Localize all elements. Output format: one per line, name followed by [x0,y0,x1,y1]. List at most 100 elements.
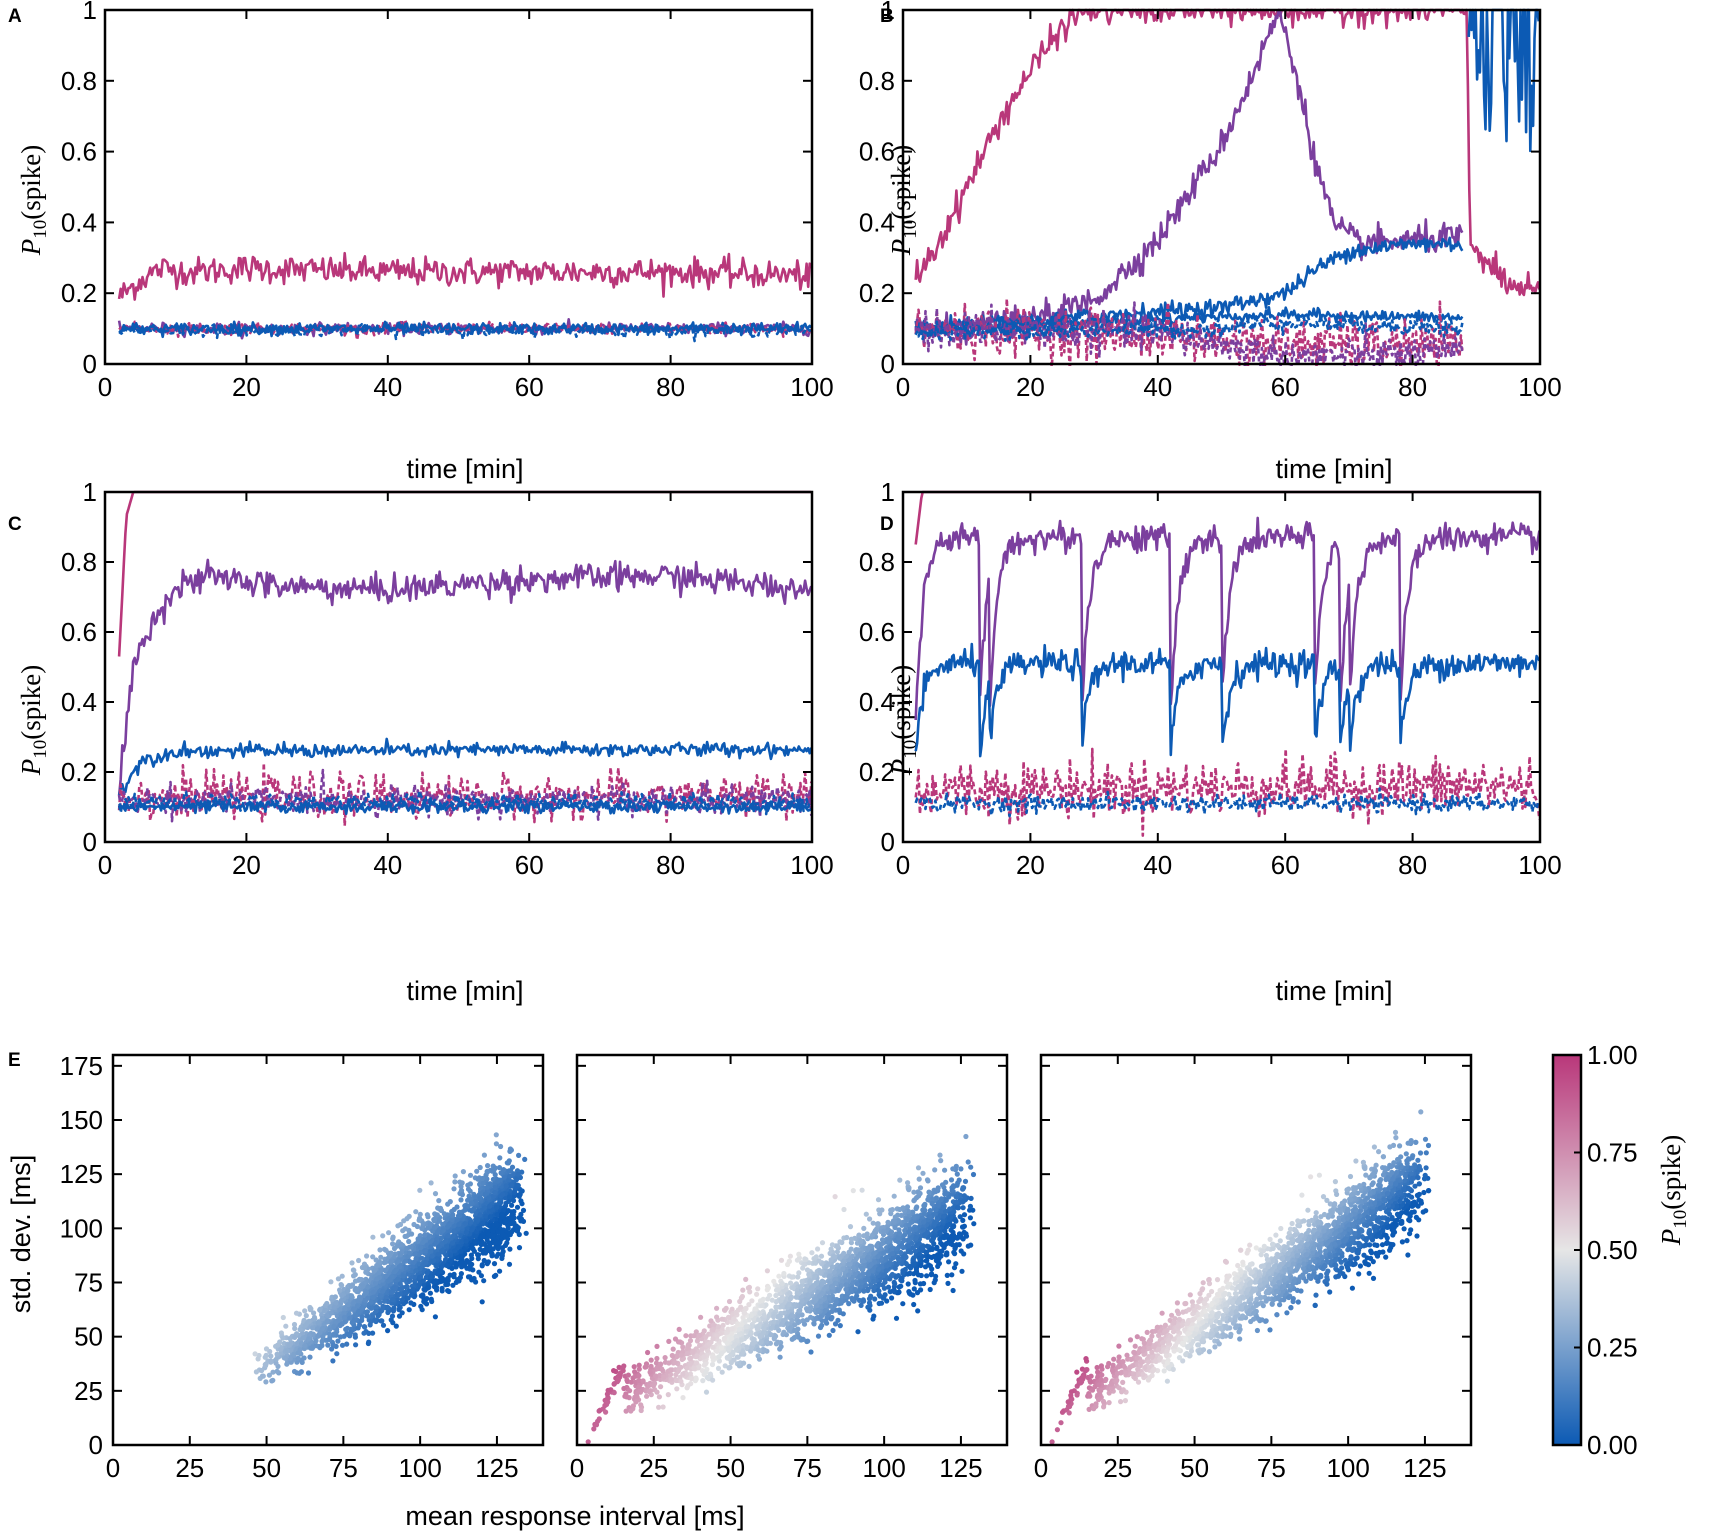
scatter-point [375,1313,381,1319]
scatter-point [510,1212,516,1218]
scatter-point [380,1322,387,1328]
scatter-point [255,1356,261,1362]
scatter-point [324,1300,330,1307]
scatter-point [674,1386,680,1392]
scatter-point [670,1346,676,1352]
scatter-point [946,1259,952,1265]
scatter-point [341,1314,347,1320]
scatter-point [832,1280,839,1286]
scatter-point [615,1377,621,1383]
scatter-point [621,1385,627,1392]
panel-c-ytick-label: 0 [83,827,97,857]
scatter-point [475,1252,481,1258]
scatter-point [895,1235,901,1241]
scatter-point [348,1283,354,1289]
panel-d-series-blue-dashed [914,787,1540,818]
scatter-point [295,1350,301,1356]
scatter-point [932,1227,939,1233]
scatter-point [701,1354,707,1360]
scatter-point [308,1306,314,1312]
panel-c-xtick-label: 80 [656,850,685,880]
scatter-point [891,1193,897,1199]
scatter-point [931,1241,937,1247]
scatter-point [895,1256,901,1262]
scatter-point [841,1250,847,1256]
panel-b-ylabel: P10(spike) [886,145,921,256]
scatter-point [338,1334,344,1340]
scatter-point [370,1254,376,1260]
scatter-point [495,1245,501,1251]
scatter-point [1332,1179,1338,1185]
scatter-point [787,1325,794,1331]
scatter-point [926,1213,933,1219]
scatter-point [731,1316,737,1322]
scatter-point [366,1339,372,1345]
scatter-point [893,1246,899,1252]
panel-letter-e: E [8,1050,21,1071]
scatter-point [620,1366,626,1372]
panel-d-ytick-label: 0 [881,827,895,857]
scatter-point [817,1314,823,1320]
scatter-point [919,1244,925,1251]
scatter-point [334,1351,340,1357]
panel-d-series-blue-solid [914,642,1540,758]
scatter-point [685,1345,691,1351]
scatter-point [418,1303,424,1309]
scatter-point [443,1238,449,1244]
scatter-point [351,1273,357,1279]
scatter-point [338,1297,345,1303]
scatter-point [423,1260,429,1266]
scatter-point [462,1207,468,1213]
scatter-point [929,1246,935,1252]
scatter-point [377,1299,383,1305]
scatter-point [921,1219,927,1225]
scatter-point [882,1292,888,1298]
scatter-point [467,1172,474,1178]
scatter-point [422,1232,428,1238]
scatter-point [954,1235,960,1241]
scatter-point [937,1152,943,1158]
scatter-point [962,1194,968,1200]
scatter-point [891,1218,897,1224]
scatter-point [374,1276,380,1282]
scatter-point [703,1334,709,1340]
scatter-point [846,1301,852,1307]
scatter-point [768,1332,774,1338]
scatter-point [705,1375,711,1381]
scatter-point [472,1239,478,1245]
scatter-point [907,1270,913,1276]
panel-a-series-blue-solid [118,320,812,339]
scatter-point [852,1286,858,1292]
scatter-point [771,1319,777,1325]
panel-e-left-xtick-label: 125 [475,1453,518,1483]
scatter-point [380,1288,386,1294]
scatter-point [955,1205,961,1211]
scatter-point [274,1368,280,1374]
scatter-point [268,1353,274,1359]
scatter-point [468,1252,474,1258]
scatter-point [516,1245,523,1251]
scatter-point [406,1238,412,1245]
scatter-point [330,1358,336,1364]
scatter-point [366,1330,372,1336]
scatter-point [787,1253,794,1259]
scatter-point [915,1272,922,1278]
panel-a-xtick-label: 100 [790,372,833,402]
scatter-point [940,1205,946,1211]
scatter-point [284,1348,290,1354]
scatter-point [861,1298,867,1304]
scatter-point [950,1287,956,1294]
scatter-point [799,1298,805,1304]
panel-c-series-blue-solid-high [117,737,812,796]
scatter-point [458,1248,464,1254]
scatter-point [275,1342,281,1348]
scatter-point [280,1314,286,1321]
scatter-point [900,1270,906,1276]
scatter-point [817,1299,824,1305]
scatter-point [943,1179,949,1185]
scatter-point [941,1242,947,1249]
scatter-point [925,1197,931,1203]
scatter-point [744,1344,750,1350]
panel-a-xtick-label: 60 [515,372,544,402]
